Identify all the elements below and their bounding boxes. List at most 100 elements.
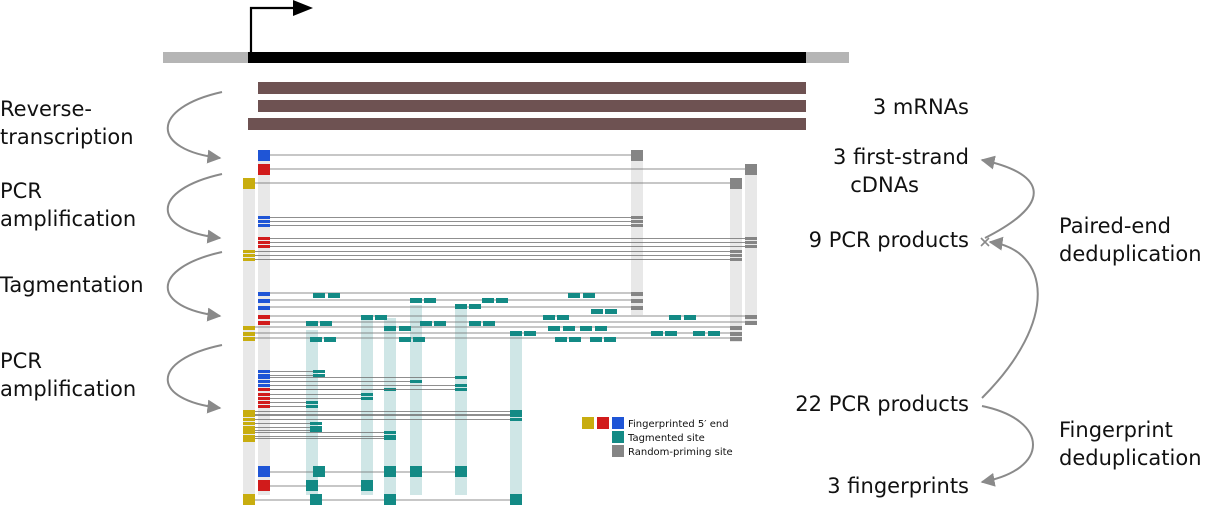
step-label: amplification (0, 207, 136, 231)
tagmented-site-mark (399, 337, 411, 342)
legend-tagmented: Tagmented site (627, 433, 705, 444)
fingerprint-end-mark (258, 380, 270, 383)
random-priming-mark (631, 306, 643, 310)
legend-swatch-blue (612, 417, 624, 429)
fingerprint-end-mark (258, 466, 270, 477)
tagmented-site-mark (306, 405, 318, 408)
fingerprint-end-mark (258, 237, 270, 240)
random-priming-column (631, 155, 643, 315)
legend-swatch-yellow (582, 417, 594, 429)
count-cdna: 3 first-strand (833, 145, 969, 169)
fingerprint-end-mark (243, 410, 255, 413)
tagmented-site-mark (455, 384, 467, 387)
step-label: Tagmentation (0, 273, 144, 297)
random-priming-mark (730, 332, 742, 336)
random-priming-mark (745, 245, 757, 248)
fingerprint-end-mark (258, 220, 270, 223)
tagmented-site-mark (555, 337, 567, 342)
tagmented-site-mark (563, 326, 575, 331)
tagmented-site-mark (375, 315, 387, 320)
tagmented-site-mark (651, 331, 663, 336)
count-pcr9: 9 PCR products (809, 228, 969, 252)
fingerprint-end-mark (258, 164, 270, 175)
random-priming-mark (745, 241, 757, 244)
legend-swatch-red (597, 417, 609, 429)
tagmented-site-mark (510, 418, 522, 421)
step-label: amplification (0, 377, 136, 401)
random-priming-mark (631, 150, 643, 161)
legend-random: Random-priming site (628, 447, 733, 458)
gene-track (163, 0, 849, 63)
gene-body (248, 52, 806, 63)
tagmented-site-mark (313, 374, 325, 377)
legend-fingerprint: Fingerprinted 5′ end (628, 419, 729, 430)
step-label: PCR (0, 349, 42, 373)
tagmented-site-mark (665, 331, 677, 336)
random-priming-mark (730, 258, 742, 261)
fingerprint-end-mark (258, 299, 270, 303)
curved-arrow-icon (166, 91, 223, 164)
tss-arrow-icon (249, 6, 300, 52)
tagmented-site-mark (361, 480, 373, 491)
fingerprint-end-mark (243, 494, 255, 505)
curved-arrow-icon (166, 344, 223, 414)
tagmented-site-mark (310, 426, 322, 429)
curved-arrow-icon (166, 251, 223, 322)
tagmented-site-mark (434, 321, 446, 326)
count-pcr22: 22 PCR products (795, 392, 969, 416)
random-priming-mark (730, 178, 742, 189)
legend-swatch-gray (612, 445, 624, 457)
tagmented-site-mark (510, 413, 522, 416)
fingerprint-end-mark (243, 258, 255, 261)
fingerprint-end-mark (243, 413, 255, 416)
tagmented-column (410, 305, 422, 495)
tagmented-site-mark (384, 494, 396, 505)
legend-swatch-teal (612, 431, 624, 443)
random-priming-mark (730, 254, 742, 257)
gene-flank-left (163, 52, 249, 63)
random-priming-mark (730, 326, 742, 330)
fingerprint-end-mark (258, 224, 270, 227)
random-priming-mark (745, 237, 757, 240)
random-priming-mark (745, 164, 757, 175)
random-priming-mark (631, 220, 643, 223)
tagmented-site-mark (693, 331, 705, 336)
tagmented-site-mark (313, 370, 325, 373)
dedup-arrows (980, 155, 1039, 487)
step-labels: Reverse- transcription PCR amplification… (0, 97, 144, 401)
fingerprint-end-mark (258, 397, 270, 400)
random-priming-mark (730, 337, 742, 341)
tagmented-site-mark (708, 331, 720, 336)
mrna-bars (248, 82, 806, 130)
tagmented-site-mark (361, 393, 373, 396)
tagmented-column (455, 305, 467, 495)
tagmented-column (384, 318, 396, 495)
random-priming-mark (631, 299, 643, 303)
step-arrows (166, 91, 223, 414)
fingerprint-end-mark (243, 178, 255, 189)
tagmented-site-mark (669, 315, 681, 320)
tagmented-site-mark (410, 298, 422, 303)
tagmented-site-mark (384, 431, 396, 434)
dedup-label: deduplication (1059, 242, 1202, 266)
count-fingerprints: 3 fingerprints (827, 474, 969, 498)
fingerprint-arrow-icon (980, 405, 1034, 487)
dedup-label: Fingerprint (1059, 418, 1173, 442)
fingerprint-end-mark (243, 254, 255, 257)
tagmented-site-mark (361, 315, 373, 320)
fingerprint-end-mark (258, 374, 270, 377)
gene-flank-right (806, 52, 849, 63)
tss-arrowhead-icon (293, 0, 313, 16)
tagmented-site-mark (424, 298, 436, 303)
fingerprint-column (243, 183, 255, 503)
count-cdna: cDNAs (850, 173, 919, 197)
step-label: Reverse- (0, 97, 92, 121)
tagmented-site-mark (361, 397, 373, 400)
mrna-bar (258, 100, 806, 112)
mrna-bar (258, 82, 806, 94)
fingerprint-end-mark (243, 429, 255, 432)
tagmented-site-mark (483, 321, 495, 326)
fingerprint-end-mark (243, 332, 255, 336)
legend: Fingerprinted 5′ end Tagmented site Rand… (582, 417, 733, 458)
